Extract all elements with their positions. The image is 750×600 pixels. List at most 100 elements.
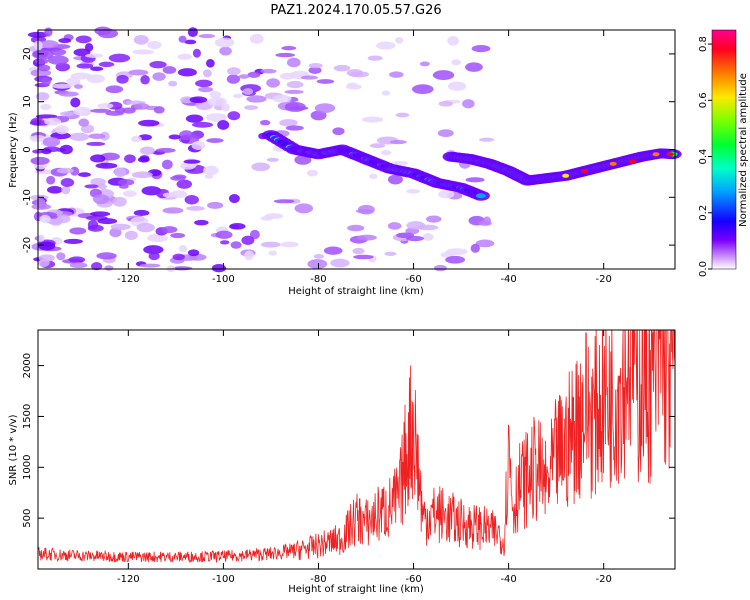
heatmap-blob [387,222,402,230]
heatmap-blob [347,224,365,232]
heatmap-blob [116,74,129,84]
heatmap-blob [437,129,454,138]
heatmap-blob [387,174,403,185]
heatmap-blob [66,77,81,87]
colorbar-tick-label: 0.4 [698,149,709,165]
heatmap-blob [58,91,79,97]
heatmap-blob [94,26,112,36]
heatmap-blob [81,108,91,117]
heatmap-blob [136,222,155,233]
heatmap-blob [470,243,480,253]
heatmap-blob [313,254,324,259]
heatmap-blob [172,174,187,180]
heatmap-blob [249,33,264,44]
heatmap-blob [35,92,50,101]
heatmap-blob [124,230,138,240]
heatmap-blob [211,264,227,273]
heatmap-blob [195,79,213,88]
heatmap-blob [447,35,459,46]
heatmap-blob [176,179,193,189]
figure-title: PAZ1.2024.170.05.57.G26 [270,3,441,18]
heatmap-blob [217,120,230,130]
heatmap-blob [133,34,149,45]
heatmap-blob [35,198,46,206]
heatmap-blob [219,46,232,56]
heatmap-blob [246,95,267,103]
heatmap-blob [284,89,304,94]
heatmap-blob [475,239,495,248]
heatmap-blob [451,59,462,66]
heatmap-blob [139,155,150,162]
colorbar-tick-label: 0.6 [698,92,709,108]
colorbar-axis: 0.0 0.2 0.4 0.6 0.8 [698,36,712,277]
heatmap-blob [148,252,160,261]
heatmap-blob [300,75,319,80]
colorbar: 0.0 0.2 0.4 0.6 0.8 Normalized spectral ampl… [698,29,749,277]
heatmap-blob [356,234,377,241]
heatmap-blob [330,258,350,268]
heatmap-blob [88,133,106,139]
heatmap-blob [179,130,194,141]
heatmap-blob [247,71,261,78]
heatmap-blob [285,125,304,131]
heatmap-blob [161,159,173,170]
heatmap-blob [445,255,466,264]
heatmap-blob [56,167,74,174]
heatmap-blob [369,143,386,149]
heatmap-blob [395,36,404,44]
x-tick-label: -20 [596,574,612,585]
heatmap-blob [266,157,279,162]
heatmap-blob [35,114,58,119]
spectrogram-x-label: Height of straight line (km) [288,286,424,297]
snr-x-label: Height of straight line (km) [288,584,424,595]
heatmap-blob [260,68,277,74]
heatmap-blob [133,209,150,216]
heatmap-blob [185,114,204,123]
snr-y-label: SNR (10 * v/v) [8,414,19,485]
heatmap-blob [310,110,327,121]
heatmap-blob [124,154,136,164]
heatmap-blob [406,189,421,194]
heatmap-blob [86,141,106,146]
heatmap-blob [412,84,434,95]
x-tick-label: -120 [117,574,140,585]
heatmap-blob [112,196,127,207]
heatmap-blob [97,183,108,190]
spectrogram-x-axis: -120 -100 -80 -60 -40 -20 [117,30,612,285]
y-tick-label: 2000 [22,353,33,378]
heatmap-blob [381,150,392,156]
heatmap-blob [260,216,273,221]
heatmap-blob [389,71,404,78]
heatmap-blob [42,137,61,147]
heatmap-blob [162,192,177,198]
heatmap-blob [153,106,165,114]
heatmap-blob [242,88,254,95]
heatmap-blob [422,233,434,241]
heatmap-blob [50,48,67,56]
heatmap-blob [183,159,201,164]
heatmap-blob [104,265,114,271]
heatmap-blob [244,105,259,110]
spectrogram-heatmap [27,26,682,273]
heatmap-blob [59,144,73,155]
colorbar-tick-label: 0.0 [698,261,709,277]
heatmap-blob [226,67,241,76]
heatmap-blob [139,146,156,155]
heatmap-blob [191,121,214,128]
heatmap-blob [361,116,384,123]
heatmap-blob [117,179,135,186]
heatmap-blob [272,94,292,103]
x-tick-label: -60 [405,574,421,585]
heatmap-blob [134,103,150,110]
heatmap-blob [405,235,424,242]
heatmap-blob [389,140,407,145]
heatmap-blob [482,216,492,226]
snr-panel: -120 -100 -80 -60 -40 -20 500 1000 1500 2000 Hei… [8,329,676,595]
heatmap-blob [332,127,345,136]
heatmap-blob [178,244,188,253]
heatmap-blob [38,40,59,49]
heatmap-blob [85,53,104,58]
heatmap-blob [266,78,280,88]
heatmap-blob [155,147,176,153]
